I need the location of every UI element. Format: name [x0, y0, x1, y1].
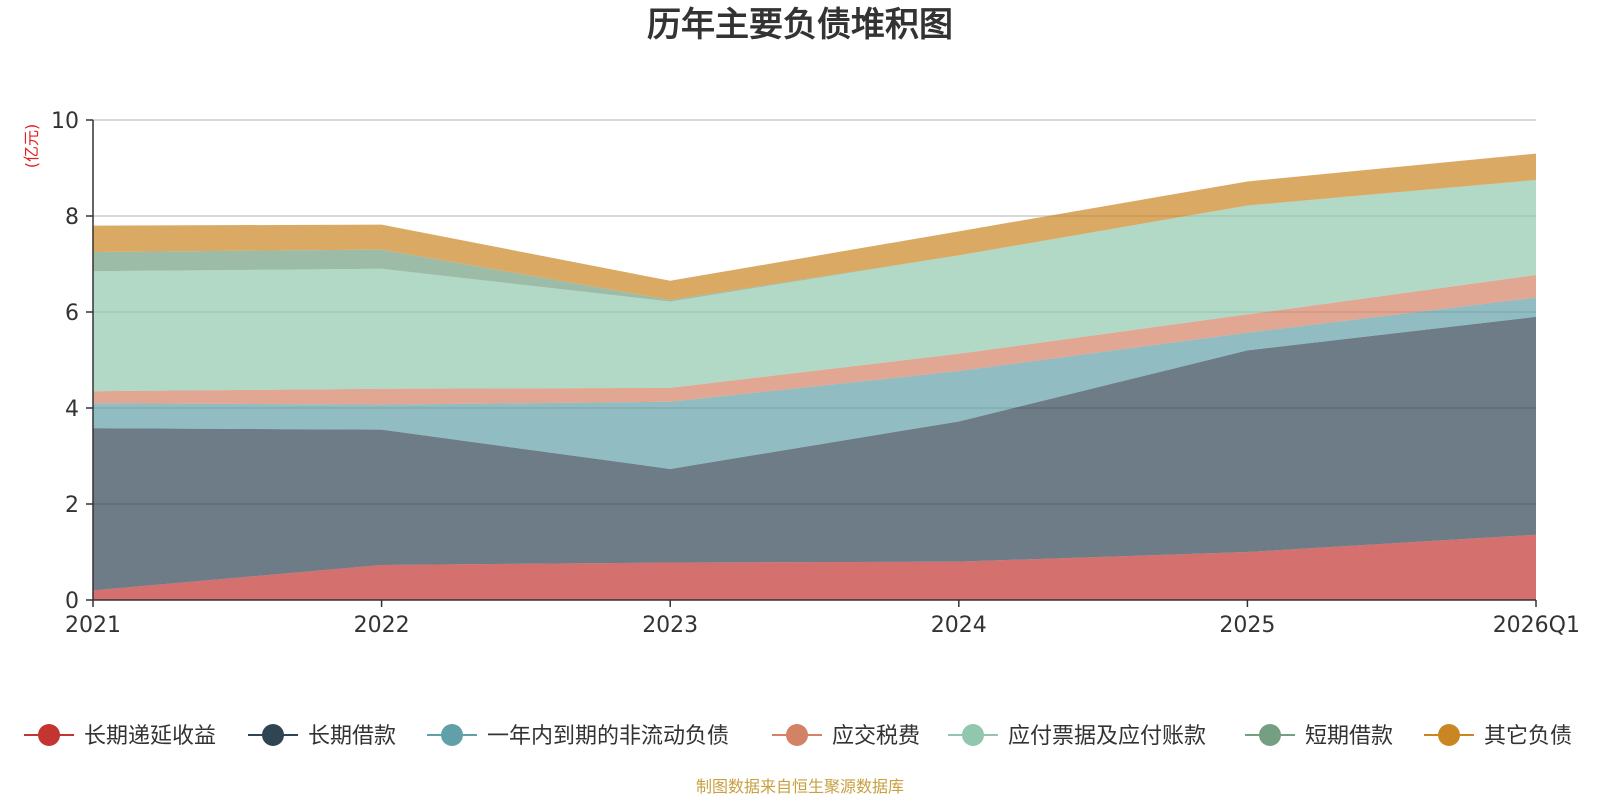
legend-label-3: 应交税费 [832, 724, 920, 749]
legend-item-2[interactable]: 一年内到期的非流动负债 [427, 724, 729, 749]
y-tick-label-3: 6 [65, 301, 79, 326]
x-tick-label-0: 2021 [65, 613, 121, 638]
legend-marker-2 [441, 724, 463, 746]
legend-label-6: 其它负债 [1484, 724, 1572, 749]
area-series-5 [93, 180, 1536, 302]
x-tick-label-1: 2022 [354, 613, 410, 638]
legend-marker-3 [786, 724, 808, 746]
y-tick-label-4: 8 [65, 205, 79, 230]
area-series-6 [93, 153, 1536, 300]
y-axis-unit-label: (亿元) [22, 124, 41, 169]
area-series [93, 153, 1536, 600]
data-source-note: 制图数据来自恒生聚源数据库 [696, 777, 904, 796]
area-series-3 [93, 275, 1536, 405]
axes [92, 120, 1536, 601]
chart-title: 历年主要负债堆积图 [647, 5, 953, 45]
area-series-1 [93, 316, 1536, 591]
y-tick-label-0: 0 [65, 589, 79, 614]
legend: 长期递延收益 长期借款 一年内到期的非流动负债 应交税费 应付票据及应付账款 短期借款 其它… [24, 724, 1572, 749]
legend-label-5: 短期借款 [1305, 724, 1393, 749]
legend-item-6[interactable]: 其它负债 [1424, 724, 1572, 749]
x-tick-label-2: 2023 [642, 613, 698, 638]
y-tick-label-1: 2 [65, 493, 79, 518]
legend-marker-1 [262, 724, 284, 746]
legend-item-0[interactable]: 长期递延收益 [24, 724, 216, 749]
x-tick-label-4: 2025 [1219, 613, 1275, 638]
x-tick-label-5: 2026Q1 [1493, 613, 1580, 638]
legend-marker-6 [1438, 724, 1460, 746]
legend-label-2: 一年内到期的非流动负债 [487, 724, 729, 749]
legend-marker-5 [1259, 724, 1281, 746]
legend-marker-4 [962, 724, 984, 746]
y-tick-label-2: 4 [65, 397, 79, 422]
legend-item-5[interactable]: 短期借款 [1245, 724, 1393, 749]
y-tick-label-5: 10 [51, 109, 79, 134]
legend-marker-0 [38, 724, 60, 746]
legend-item-3[interactable]: 应交税费 [772, 724, 920, 749]
legend-item-4[interactable]: 应付票据及应付账款 [948, 724, 1206, 749]
x-tick-label-3: 2024 [931, 613, 987, 638]
legend-label-4: 应付票据及应付账款 [1008, 724, 1206, 749]
x-axis-ticks: 2021 2022 2023 2024 2025 2026Q1 [65, 600, 1580, 638]
area-series-2 [93, 297, 1536, 469]
legend-label-1: 长期借款 [308, 724, 396, 749]
y-axis-ticks: 0 2 4 6 8 10 [51, 109, 93, 614]
area-series-4 [93, 180, 1536, 392]
legend-label-0: 长期递延收益 [84, 724, 216, 749]
area-series-0 [93, 534, 1536, 600]
legend-item-1[interactable]: 长期借款 [248, 724, 396, 749]
